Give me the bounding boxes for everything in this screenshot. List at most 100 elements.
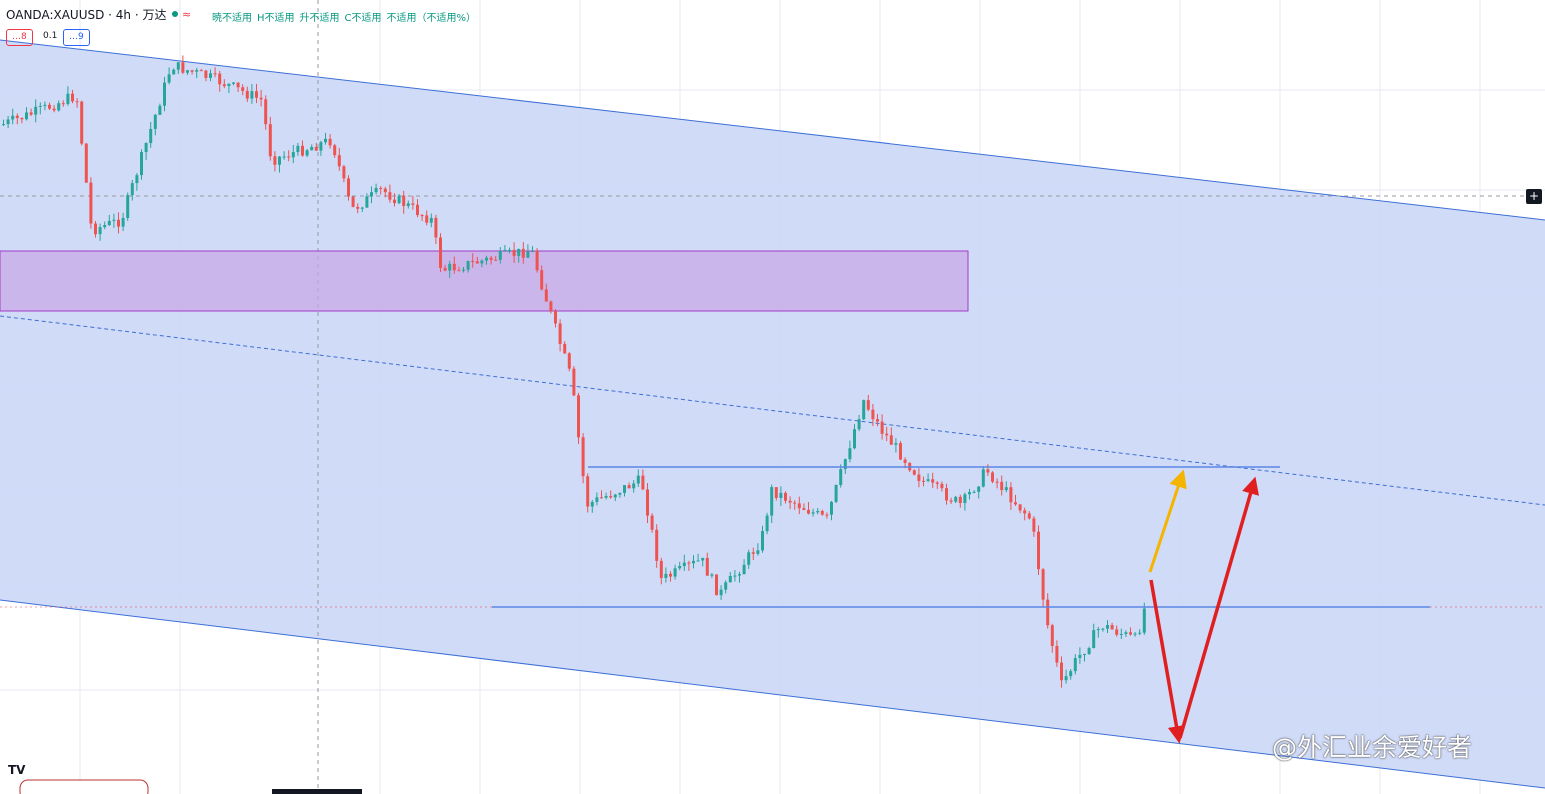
candle-body xyxy=(314,146,318,151)
candle-body xyxy=(1129,632,1132,635)
candle-body xyxy=(383,188,387,193)
add-button[interactable] xyxy=(1526,189,1542,204)
candle-body xyxy=(609,496,613,498)
candle-body xyxy=(889,435,893,445)
candle-body xyxy=(945,488,948,501)
candle-body xyxy=(374,187,378,193)
channel-bottom xyxy=(0,599,1545,789)
candle-body xyxy=(439,237,442,268)
candle-body xyxy=(1004,487,1008,491)
candle-body xyxy=(862,400,866,420)
logo: TV xyxy=(8,763,26,777)
candle-body xyxy=(779,492,783,499)
candle-body xyxy=(425,215,429,223)
candle-body xyxy=(1083,653,1086,655)
candle-body xyxy=(968,492,971,495)
widget xyxy=(19,779,149,794)
candle-body xyxy=(508,249,511,251)
candle-body xyxy=(1115,629,1119,635)
candle-body xyxy=(995,481,999,483)
candle-body xyxy=(526,251,530,258)
open: 暁不适用 xyxy=(212,13,252,24)
candle-body xyxy=(213,73,217,75)
candle-body xyxy=(1124,632,1128,635)
candle-body xyxy=(761,531,764,551)
candle-body xyxy=(632,483,636,489)
candle-body xyxy=(34,106,38,115)
candle-body xyxy=(466,261,470,270)
candle-body xyxy=(503,249,507,251)
candle-body xyxy=(1101,628,1105,630)
candle-body xyxy=(176,62,180,70)
candle-body xyxy=(296,145,300,153)
close: C不适用 xyxy=(344,13,382,24)
candle-body xyxy=(370,192,373,197)
candle-body xyxy=(29,112,33,115)
status-dot xyxy=(172,11,178,17)
candle-body xyxy=(572,368,576,396)
candle-body xyxy=(305,150,309,156)
candle-body xyxy=(646,489,649,516)
candle-body xyxy=(636,475,640,484)
candle-body xyxy=(181,62,185,73)
candle-body xyxy=(627,485,631,489)
candle-body xyxy=(770,487,774,516)
candle-body xyxy=(696,560,700,562)
candle-body xyxy=(590,501,594,507)
candle-body xyxy=(98,227,102,235)
candle-body xyxy=(738,574,741,576)
candle-body xyxy=(241,87,245,91)
candle-body xyxy=(282,156,286,158)
candle-body xyxy=(825,514,829,516)
candle-body xyxy=(485,257,488,261)
candle-body xyxy=(811,512,815,514)
candle-body xyxy=(434,217,438,238)
candle-body xyxy=(1087,648,1091,654)
candle-body xyxy=(563,343,567,354)
candle-body xyxy=(112,219,116,221)
candle-body xyxy=(232,82,235,84)
candle-body xyxy=(991,472,994,482)
candle-body xyxy=(1096,629,1100,631)
candle-body xyxy=(880,421,884,434)
candle-body xyxy=(802,508,806,510)
candle-body xyxy=(471,261,475,263)
high: H不适用 xyxy=(257,13,295,24)
candle-body xyxy=(411,203,415,205)
candle-body xyxy=(788,500,792,503)
candle-body xyxy=(6,119,10,125)
candle-body xyxy=(981,469,985,487)
candle-body xyxy=(443,267,447,271)
candle-body xyxy=(793,502,797,504)
candle-body xyxy=(1133,633,1137,635)
buy-badge[interactable]: …9 xyxy=(63,29,90,46)
candle-body xyxy=(894,443,898,445)
symbol: OANDA:XAUUSD · 4h · 万达 xyxy=(6,8,167,22)
candle-body xyxy=(797,503,801,509)
candle-body xyxy=(650,515,654,530)
candle-body xyxy=(1064,676,1068,681)
candle-body xyxy=(163,82,166,106)
candle-body xyxy=(66,93,70,104)
candle-body xyxy=(342,166,346,179)
candle-body xyxy=(310,146,314,151)
candle-body xyxy=(278,156,281,165)
candle-body xyxy=(337,155,341,167)
candle-body xyxy=(885,433,889,436)
candle-body xyxy=(291,152,295,158)
candle-body xyxy=(774,487,778,499)
candle-body xyxy=(498,250,502,260)
candle-body xyxy=(765,515,769,532)
candle-body xyxy=(462,269,465,271)
candle-body xyxy=(71,93,74,102)
sell-badge[interactable]: …8 xyxy=(6,29,33,46)
arrow-down-red xyxy=(1149,579,1186,744)
candle-body xyxy=(756,550,760,554)
candle-body xyxy=(692,560,695,564)
candle-body xyxy=(618,492,622,495)
candle-body xyxy=(623,485,626,493)
candle-body xyxy=(117,219,120,227)
candle-body xyxy=(416,204,419,216)
candle-body xyxy=(604,496,608,498)
candle-body xyxy=(103,225,107,228)
